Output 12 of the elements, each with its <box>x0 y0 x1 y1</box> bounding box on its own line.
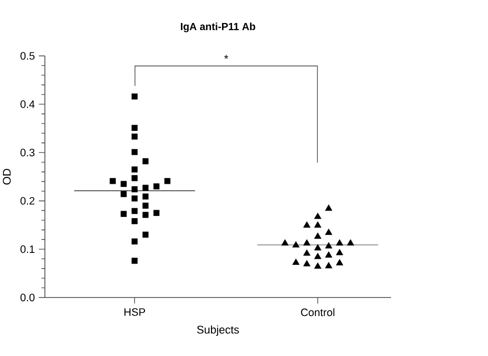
y-tick-label: 0.3 <box>20 148 34 156</box>
y-axis-title: OD <box>2 168 11 185</box>
y-tick-label: 0.2 <box>20 197 34 205</box>
x-tick-label: HSP <box>124 308 146 316</box>
chart-title: IgA anti-P11 Ab <box>180 22 256 32</box>
x-axis-title: Subjects <box>197 325 239 336</box>
y-tick-label: 0.0 <box>20 294 35 302</box>
y-tick-label: 0.5 <box>20 52 35 60</box>
x-tick-label: Control <box>301 308 334 316</box>
y-tick-label: 0.4 <box>20 100 35 108</box>
annotation: * <box>224 54 228 59</box>
y-tick-label: 0.1 <box>20 245 34 253</box>
